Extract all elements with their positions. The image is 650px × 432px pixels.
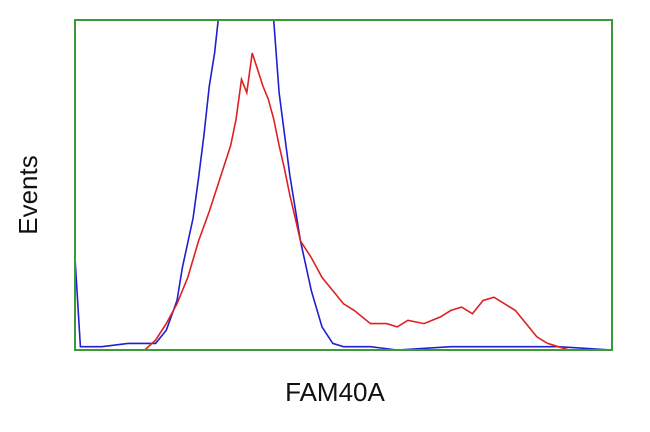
plot-area [75, 20, 612, 350]
x-axis-label: FAM40A [285, 377, 385, 407]
plot-frame [74, 19, 613, 351]
histogram-line [75, 20, 612, 350]
histogram-line [144, 52, 612, 350]
y-axis-label: Events [13, 155, 43, 235]
